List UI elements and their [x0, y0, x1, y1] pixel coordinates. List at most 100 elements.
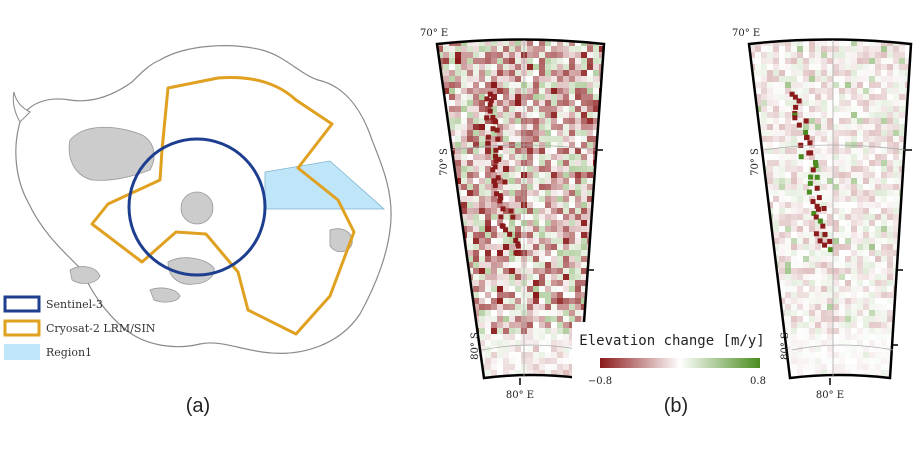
- elevation-cell: [593, 262, 599, 268]
- elevation-cell: [761, 118, 767, 124]
- elevation-cell: [539, 196, 545, 202]
- elevation-cell: [491, 142, 497, 148]
- elevation-cell: [455, 52, 461, 58]
- elevation-cell: [803, 40, 809, 46]
- elevation-cell: [455, 46, 461, 52]
- elevation-cell: [767, 250, 773, 256]
- elevation-cell: [533, 118, 539, 124]
- elevation-cell: [533, 88, 539, 94]
- elevation-cell: [539, 280, 545, 286]
- elevation-cell: [863, 136, 869, 142]
- elevation-cell: [887, 352, 893, 358]
- elevation-cell: [821, 340, 827, 346]
- elevation-cell: [485, 140, 491, 146]
- elevation-cell: [593, 202, 599, 208]
- elevation-cell: [479, 256, 485, 262]
- elevation-cell: [887, 178, 893, 184]
- elevation-cell: [479, 88, 485, 94]
- elevation-cell: [875, 64, 881, 70]
- elevation-cell: [749, 202, 755, 208]
- elevation-cell: [503, 196, 509, 202]
- elevation-cell: [821, 136, 827, 142]
- elevation-cell: [821, 268, 827, 274]
- elevation-cell: [869, 130, 875, 136]
- elevation-cell: [845, 46, 851, 52]
- elevation-cell: [473, 364, 479, 370]
- elevation-cell: [869, 358, 875, 364]
- elevation-cell: [443, 82, 449, 88]
- elevation-cell: [755, 64, 761, 70]
- elevation-cell: [833, 256, 839, 262]
- elevation-cell: [815, 310, 821, 316]
- elevation-cell: [492, 164, 498, 170]
- elevation-cell: [557, 244, 563, 250]
- elevation-cell: [569, 100, 575, 106]
- elevation-cell: [827, 286, 833, 292]
- elevation-cell: [845, 190, 851, 196]
- elevation-cell: [593, 238, 599, 244]
- elevation-cell: [587, 292, 593, 298]
- elevation-cell: [827, 328, 833, 334]
- elevation-cell: [869, 202, 875, 208]
- elevation-cell: [437, 94, 443, 100]
- elevation-cell: [539, 46, 545, 52]
- elevation-cell: [749, 220, 755, 226]
- elevation-cell: [887, 268, 893, 274]
- elevation-cell: [851, 310, 857, 316]
- elevation-cell: [833, 298, 839, 304]
- elevation-cell: [839, 286, 845, 292]
- legend-label: Region1: [46, 346, 92, 359]
- elevation-cell: [773, 76, 779, 82]
- elevation-cell: [485, 370, 491, 376]
- elevation-cell: [473, 172, 479, 178]
- elevation-cell: [887, 274, 893, 280]
- elevation-cell: [533, 322, 539, 328]
- elevation-cell: [491, 196, 497, 202]
- elevation-cell: [887, 190, 893, 196]
- elevation-cell: [473, 58, 479, 64]
- elevation-cell: [791, 100, 797, 106]
- elevation-cell: [785, 58, 791, 64]
- elevation-cell: [911, 130, 917, 136]
- elevation-cell: [815, 346, 821, 352]
- elevation-cell: [575, 46, 581, 52]
- elevation-cell: [779, 178, 785, 184]
- elevation-cell: [503, 136, 509, 142]
- elevation-cell: [563, 358, 569, 364]
- elevation-cell: [785, 124, 791, 130]
- elevation-cell: [845, 166, 851, 172]
- elevation-cell: [869, 154, 875, 160]
- elevation-cell: [749, 178, 755, 184]
- elevation-cell: [491, 364, 497, 370]
- elevation-cell: [563, 262, 569, 268]
- elevation-cell: [515, 298, 521, 304]
- elevation-cell: [569, 286, 575, 292]
- elevation-cell: [827, 364, 833, 370]
- elevation-cell: [779, 94, 785, 100]
- elevation-cell: [443, 358, 449, 364]
- elevation-cell: [899, 136, 905, 142]
- elevation-cell: [749, 112, 755, 118]
- elevation-cell: [527, 94, 533, 100]
- elevation-cell: [467, 166, 473, 172]
- elevation-cell: [851, 52, 857, 58]
- elevation-cell: [893, 256, 899, 262]
- elevation-cell: [791, 148, 797, 154]
- elevation-cell: [593, 82, 599, 88]
- elevation-cell: [779, 214, 785, 220]
- elevation-cell: [491, 298, 497, 304]
- elevation-cell: [863, 214, 869, 220]
- elevation-cell: [587, 214, 593, 220]
- elevation-cell: [533, 238, 539, 244]
- elevation-cell: [449, 364, 455, 370]
- elevation-cell: [467, 256, 473, 262]
- elevation-cell: [473, 130, 479, 136]
- elevation-cell: [875, 82, 881, 88]
- elevation-cell: [581, 214, 587, 220]
- elevation-cell: [899, 274, 905, 280]
- elevation-cell: [821, 370, 827, 376]
- elevation-cell: [467, 130, 473, 136]
- elevation-cell: [797, 370, 803, 376]
- elevation-cell: [467, 100, 473, 106]
- elevation-cell: [467, 124, 473, 130]
